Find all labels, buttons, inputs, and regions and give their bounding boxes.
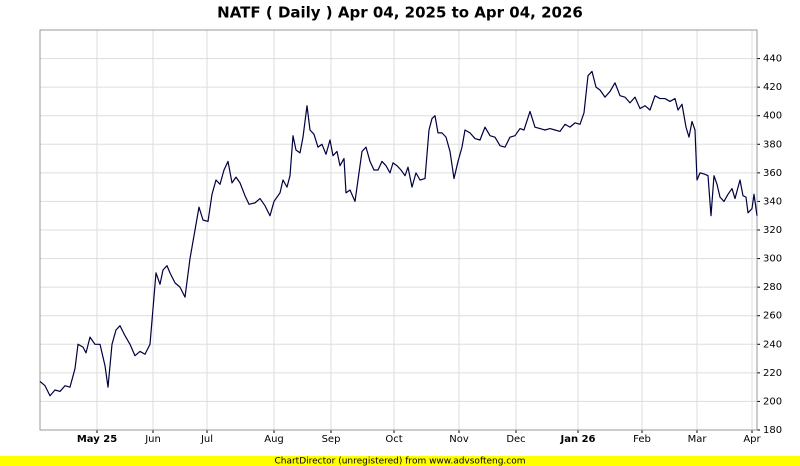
y-tick-label: 420 <box>763 82 782 93</box>
x-tick-label: Jul <box>200 434 213 445</box>
y-tick-label: 280 <box>763 282 782 293</box>
price-line <box>39 70 758 397</box>
footer-bar <box>0 456 800 466</box>
footer-text: ChartDirector (unregistered) from www.ad… <box>274 457 525 466</box>
y-tick-label: 340 <box>763 196 782 207</box>
y-tick-label: 360 <box>763 168 782 179</box>
y-tick-label: 440 <box>763 54 782 65</box>
x-tick-label: Jun <box>144 434 161 445</box>
y-tick-label: 260 <box>763 311 782 322</box>
x-tick-label: Sep <box>322 434 341 445</box>
x-tick-label: Aug <box>264 434 284 445</box>
y-tick-label: 240 <box>763 339 782 350</box>
y-tick-label: 320 <box>763 225 782 236</box>
x-tick-label: Dec <box>506 434 525 445</box>
x-tick-label: Oct <box>385 434 402 445</box>
chart-title: NATF ( Daily ) Apr 04, 2025 to Apr 04, 2… <box>217 4 583 22</box>
x-tick-label: May 25 <box>77 434 117 445</box>
y-tick-label: 180 <box>763 425 782 436</box>
y-tick-label: 220 <box>763 368 782 379</box>
y-tick-label: 400 <box>763 111 782 122</box>
x-tick-label: Jan 26 <box>560 434 596 445</box>
y-tick-label: 300 <box>763 254 782 265</box>
y-tick-label: 200 <box>763 396 782 407</box>
x-tick-label: Nov <box>449 434 469 445</box>
x-tick-label: Feb <box>633 434 651 445</box>
x-tick-label: Mar <box>688 434 708 445</box>
x-tick-label: Apr <box>743 434 761 445</box>
plot-border <box>39 29 758 431</box>
y-tick-label: 380 <box>763 139 782 150</box>
